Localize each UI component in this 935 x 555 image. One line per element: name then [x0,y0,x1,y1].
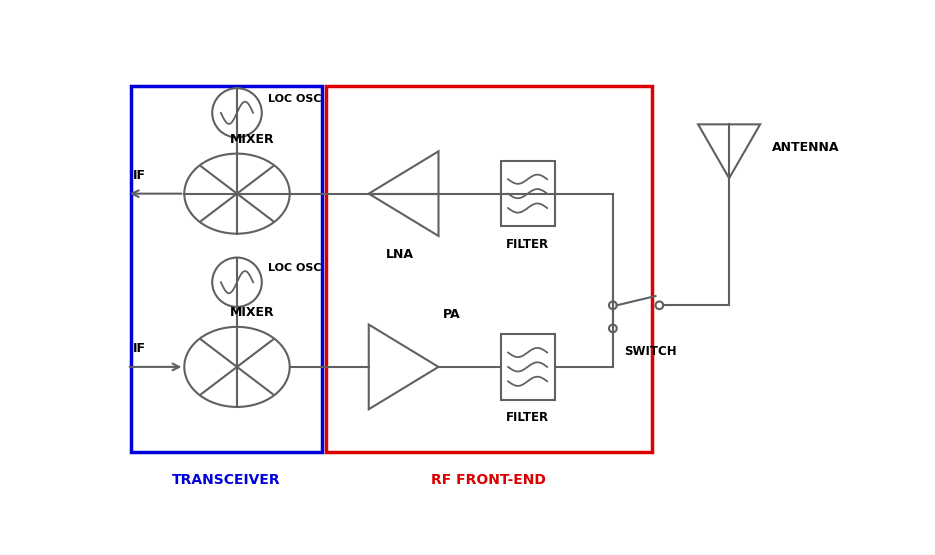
Text: RF FRONT-END: RF FRONT-END [431,473,546,487]
Text: LOC OSC: LOC OSC [268,263,322,273]
Text: MIXER: MIXER [230,306,275,319]
Bar [500,161,554,226]
Text: IF: IF [133,342,145,355]
Text: FILTER: FILTER [506,411,549,424]
Bar [326,86,652,452]
Bar [500,334,554,400]
Text: SWITCH: SWITCH [625,345,677,359]
Text: TRANSCEIVER: TRANSCEIVER [172,473,280,487]
Text: LNA: LNA [386,248,414,260]
Bar [131,86,323,452]
Text: ANTENNA: ANTENNA [771,141,840,154]
Text: PA: PA [442,307,460,321]
Text: LOC OSC: LOC OSC [268,94,322,104]
Text: IF: IF [133,169,145,182]
Text: MIXER: MIXER [230,133,275,146]
Text: FILTER: FILTER [506,238,549,251]
